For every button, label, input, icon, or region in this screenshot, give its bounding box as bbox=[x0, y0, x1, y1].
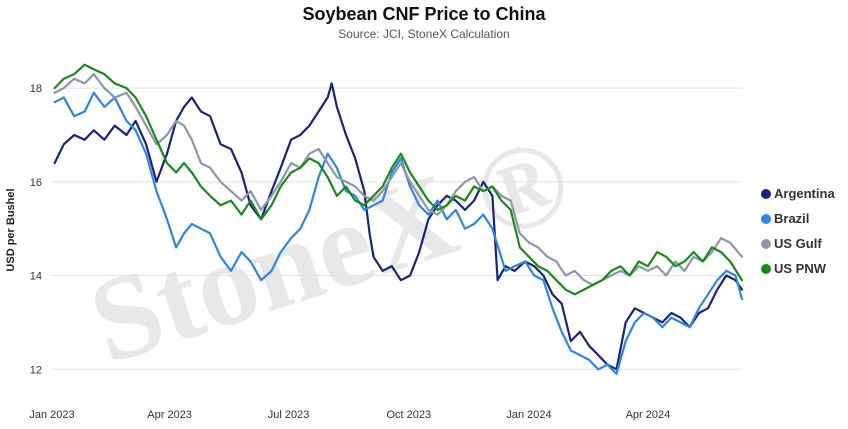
x-tick-label: Jul 2023 bbox=[268, 409, 310, 421]
y-tick-label: 12 bbox=[30, 364, 42, 376]
y-axis-label: USD per Bushel bbox=[5, 188, 17, 271]
legend-item-us-gulf[interactable]: US Gulf bbox=[761, 236, 822, 251]
chart-subtitle: Source: JCI, StoneX Calculation bbox=[338, 27, 509, 41]
series-line-argentina bbox=[53, 82, 744, 371]
x-axis: Jan 2023 Apr 2023 Jul 2023 Oct 2023 Jan 2024… bbox=[29, 409, 670, 421]
legend-marker bbox=[761, 189, 771, 199]
legend-item-brazil[interactable]: Brazil bbox=[761, 211, 809, 226]
grid bbox=[52, 87, 742, 370]
legend-label: US PNW bbox=[774, 261, 827, 276]
legend-label: Argentina bbox=[774, 186, 835, 201]
series-line-us-pnw bbox=[53, 63, 744, 296]
x-tick-label: Oct 2023 bbox=[386, 409, 431, 421]
legend-item-argentina[interactable]: Argentina bbox=[761, 186, 835, 201]
legend-label: Brazil bbox=[774, 211, 809, 226]
y-tick-label: 14 bbox=[30, 271, 42, 283]
legend: Argentina Brazil US Gulf US PNW bbox=[761, 186, 835, 276]
legend-item-us-pnw[interactable]: US PNW bbox=[761, 261, 827, 276]
legend-marker bbox=[761, 239, 771, 249]
x-tick-label: Apr 2023 bbox=[147, 409, 192, 421]
y-tick-label: 18 bbox=[30, 83, 42, 95]
watermark-logo: StoneX ® bbox=[75, 110, 585, 389]
legend-marker bbox=[761, 214, 771, 224]
chart-title: Soybean CNF Price to China bbox=[302, 4, 546, 24]
series-lines bbox=[53, 63, 744, 375]
watermark: StoneX ® bbox=[75, 110, 585, 389]
x-tick-label: Apr 2024 bbox=[626, 409, 671, 421]
x-tick-label: Jan 2024 bbox=[506, 409, 551, 421]
legend-label: US Gulf bbox=[774, 236, 822, 251]
x-tick-label: Jan 2023 bbox=[29, 409, 74, 421]
y-axis: 12 14 16 18 bbox=[30, 83, 42, 376]
legend-marker bbox=[761, 264, 771, 274]
y-tick-label: 16 bbox=[30, 177, 42, 189]
